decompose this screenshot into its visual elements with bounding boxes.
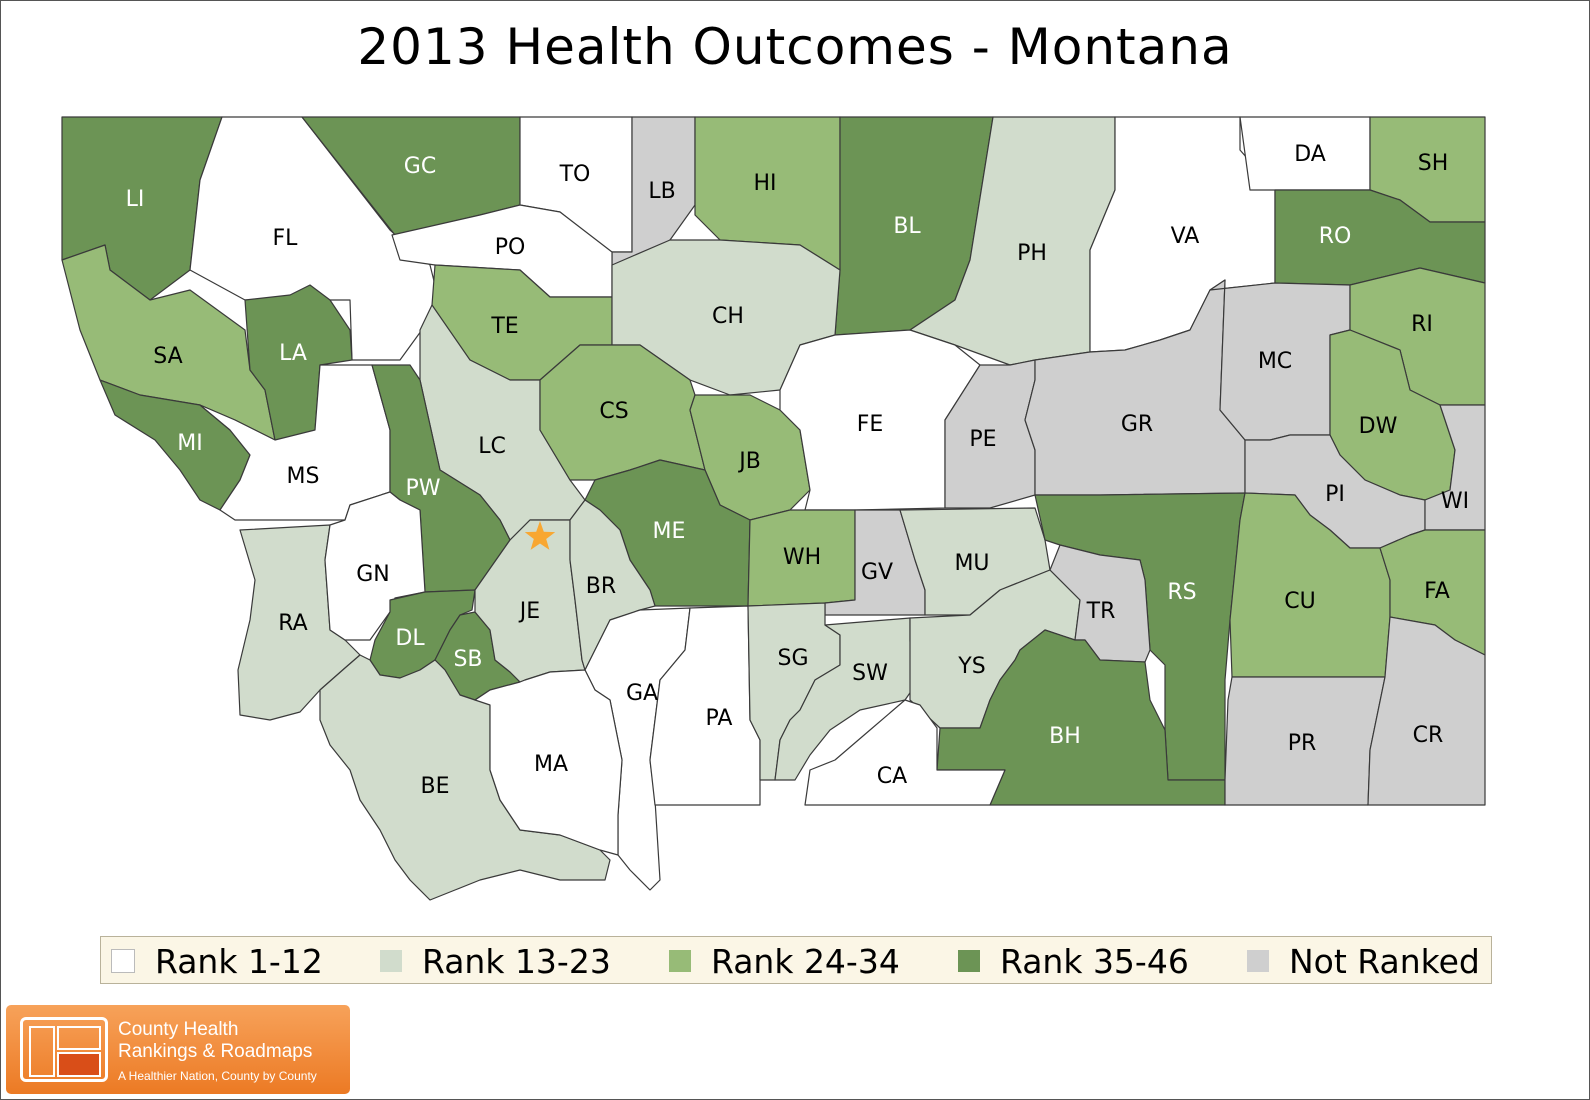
county-label: FE bbox=[857, 412, 884, 437]
legend-swatch bbox=[1247, 950, 1269, 972]
logo-text: County Health Rankings & Roadmaps bbox=[118, 1019, 313, 1062]
county-label: PR bbox=[1288, 731, 1317, 756]
county-bh[interactable] bbox=[936, 629, 1226, 806]
legend-swatch bbox=[669, 950, 691, 972]
county-label: PE bbox=[969, 427, 996, 452]
legend-swatch bbox=[380, 950, 402, 972]
county-label: TE bbox=[490, 314, 518, 339]
logo-tagline: A Healthier Nation, County by County bbox=[118, 1069, 317, 1083]
legend-item-rank-1-12: Rank 1-12 bbox=[111, 937, 323, 985]
legend-swatch bbox=[111, 949, 135, 973]
county-label: FL bbox=[273, 226, 299, 251]
legend-label: Rank 35-46 bbox=[1000, 941, 1189, 981]
county-ma[interactable] bbox=[474, 669, 623, 856]
county-label: BE bbox=[421, 774, 450, 799]
county-label: RO bbox=[1319, 224, 1352, 249]
county-label: JE bbox=[518, 599, 540, 624]
county-label: GR bbox=[1121, 412, 1153, 437]
county-label: DA bbox=[1294, 142, 1326, 167]
capital-star-icon bbox=[524, 521, 556, 550]
county-label: MC bbox=[1258, 349, 1292, 374]
county-label: GV bbox=[861, 560, 893, 585]
county-label: PI bbox=[1325, 482, 1345, 507]
county-label: VA bbox=[1171, 224, 1200, 249]
county-label: LA bbox=[279, 341, 307, 366]
chr-logo[interactable]: County Health Rankings & Roadmaps A Healt… bbox=[6, 1005, 350, 1094]
county-label: CR bbox=[1413, 723, 1444, 748]
county-label: LC bbox=[478, 434, 506, 459]
county-label: MI bbox=[177, 431, 202, 456]
county-label: ME bbox=[653, 519, 686, 544]
county-label: BR bbox=[586, 574, 616, 599]
county-label: SA bbox=[153, 344, 182, 369]
map-title: 2013 Health Outcomes - Montana bbox=[357, 18, 1233, 76]
county-label: TO bbox=[559, 162, 591, 187]
county-label: TR bbox=[1086, 599, 1116, 624]
county-label: SG bbox=[777, 646, 808, 671]
county-label: YS bbox=[957, 654, 985, 679]
county-label: PO bbox=[495, 235, 526, 260]
county-label: MS bbox=[287, 464, 320, 489]
county-label: SB bbox=[453, 647, 482, 672]
county-label: BL bbox=[893, 214, 921, 239]
legend-item-not-ranked: Not Ranked bbox=[1247, 937, 1480, 985]
legend-item-rank-13-23: Rank 13-23 bbox=[380, 937, 611, 985]
county-label: MA bbox=[534, 752, 568, 777]
county-label: BH bbox=[1049, 724, 1081, 749]
county-label: LI bbox=[126, 187, 145, 212]
county-label: WH bbox=[783, 545, 821, 570]
county-label: CH bbox=[712, 304, 744, 329]
map-legend: Rank 1-12 Rank 13-23 Rank 24-34 Rank 35-… bbox=[100, 936, 1492, 984]
county-label: LB bbox=[648, 179, 675, 204]
county-label: CS bbox=[599, 399, 628, 424]
county-label: MU bbox=[954, 551, 989, 576]
county-label: GC bbox=[404, 154, 436, 179]
county-label: RI bbox=[1411, 312, 1433, 337]
logo-mark-icon bbox=[20, 1017, 108, 1082]
county-label: FA bbox=[1424, 579, 1450, 604]
county-cr[interactable] bbox=[1367, 616, 1486, 806]
legend-swatch bbox=[958, 950, 980, 972]
county-label: DW bbox=[1359, 414, 1398, 439]
legend-label: Rank 13-23 bbox=[422, 941, 611, 981]
county-label: GA bbox=[626, 681, 658, 706]
legend-label: Not Ranked bbox=[1289, 941, 1480, 981]
county-label: GN bbox=[356, 562, 390, 587]
county-label: SH bbox=[1418, 151, 1449, 176]
county-label: DL bbox=[395, 626, 425, 651]
county-label: RA bbox=[278, 611, 307, 636]
county-label: CA bbox=[877, 764, 907, 789]
county-label: RS bbox=[1167, 580, 1196, 605]
county-label: PW bbox=[405, 476, 440, 501]
county-ca[interactable] bbox=[804, 699, 1006, 806]
county-label: WI bbox=[1441, 489, 1469, 514]
legend-item-rank-24-34: Rank 24-34 bbox=[669, 937, 900, 985]
county-label: PH bbox=[1017, 241, 1047, 266]
county-label: JB bbox=[737, 449, 761, 474]
county-label: SW bbox=[852, 661, 888, 686]
legend-item-rank-35-46: Rank 35-46 bbox=[958, 937, 1189, 985]
legend-label: Rank 1-12 bbox=[155, 941, 323, 981]
legend-label: Rank 24-34 bbox=[711, 941, 900, 981]
county-label: PA bbox=[706, 706, 733, 731]
county-label: CU bbox=[1284, 589, 1315, 614]
county-label: HI bbox=[753, 171, 776, 196]
county-wi[interactable] bbox=[1424, 404, 1486, 531]
